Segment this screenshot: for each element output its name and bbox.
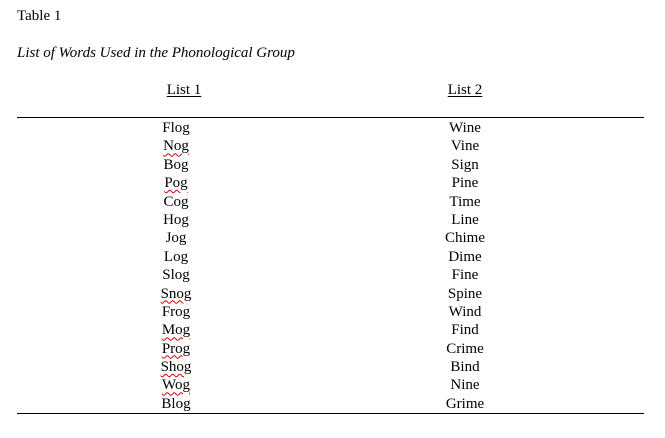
list-1-word: Prog [161,340,191,357]
list-2-word: Sign [451,156,479,173]
list-2-word: Line [451,211,479,228]
list-1-word: Shog [160,359,192,376]
list-2-word: Fine [451,267,479,284]
list-2-word: Bind [450,359,480,376]
column-header-list-1: List 1 [166,82,202,98]
list-2-word: Spine [447,285,483,302]
column-header-list-2: List 2 [447,82,483,98]
list-1-word: Jog [165,230,187,247]
list-1-word: Nog [163,138,189,155]
list-2-word: Vine [450,138,480,155]
list-1-word: Mog [161,322,191,339]
list-1-word: Frog [161,303,191,320]
list-2-word: Find [451,322,479,339]
list-1-word: Wog [162,377,190,394]
list-2-word: Crime [446,340,484,357]
list-1-word: Pog [164,175,188,192]
list-1-word: Slog [162,267,190,284]
table-top-rule [17,117,644,118]
list-2-word: Dime [448,248,482,265]
list-2-word: Grime [445,395,485,412]
list-2-word: Time [449,193,481,210]
list-1-word: Cog [163,193,189,210]
list-2-word: Wine [449,120,481,136]
list-1-word: Blog [161,395,191,412]
list-2-word: Pine [451,175,479,192]
list-2-word: Wind [448,303,482,320]
list-1-word: Hog [163,211,189,228]
list-1-word: Bog [163,156,189,173]
list-2-column: Wine Vine Sign Pine Time Line Chime Dime Fine Spi… [445,119,505,413]
list-1-word: Flog [162,120,190,136]
list-1-word: Snog [160,285,192,302]
table-label: Table 1 [17,8,62,24]
list-2-word: Chime [445,230,485,247]
list-1-word: Log [163,248,189,265]
list-2-word: Nine [450,377,480,394]
table-caption: List of Words Used in the Phonological G… [17,45,295,61]
table-bottom-rule [17,413,644,414]
list-1-column: Flog Nog Bog Pog Cog Hog Jog Log Slog Snog Frog Mog… [161,119,207,413]
